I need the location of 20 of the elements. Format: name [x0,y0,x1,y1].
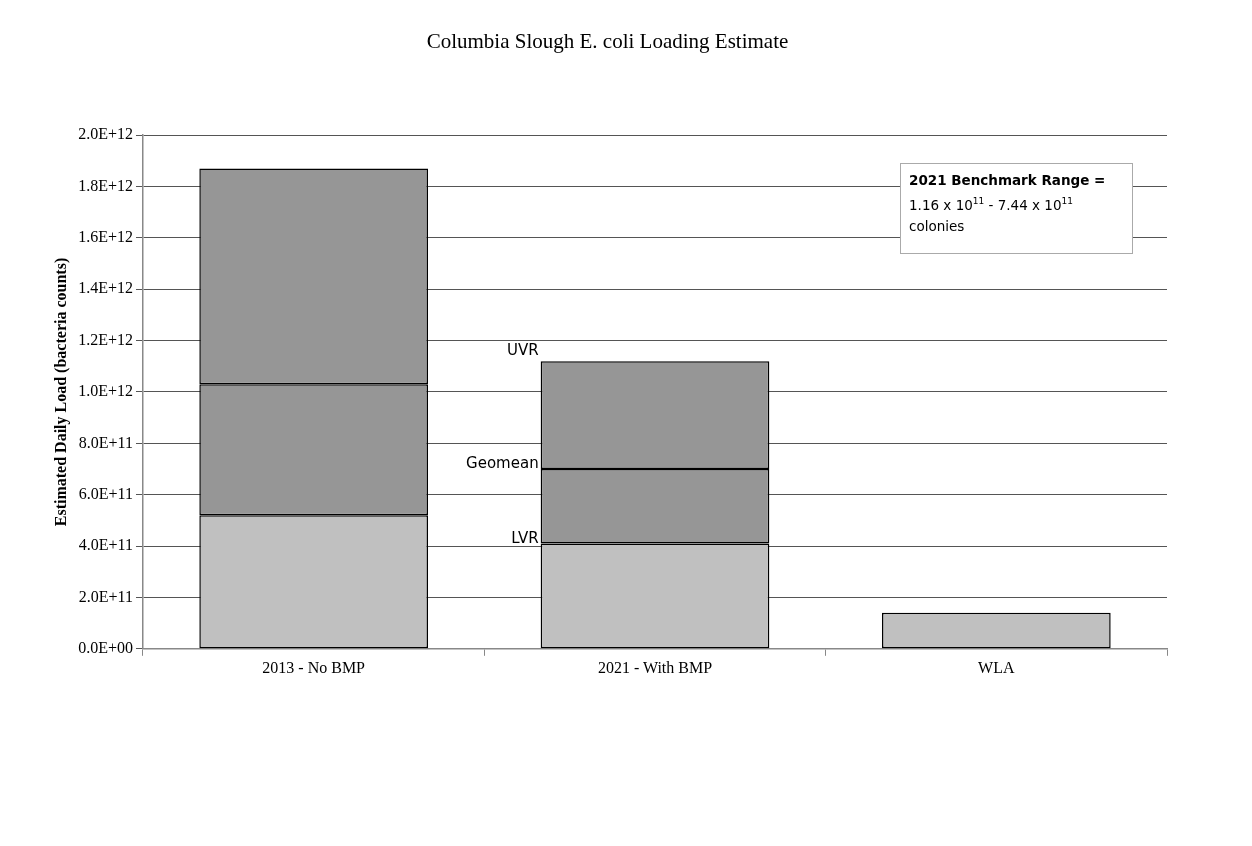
y-tick-label: 0.0E+00 [78,639,133,656]
text: 2021 Benchmark Range = 1.16 x 10$^{11}$ - 7.44 x 10$^{11}$ colonies [909,172,1106,234]
y-tick-label: 4.0E+11 [78,536,133,554]
annotation: UVR [506,340,539,359]
y-tick-label: 1.0E+12 [78,382,133,400]
x-tick-label: WLA [978,658,1015,676]
y-tick-label: 2.0E+11 [78,587,133,605]
x-tick-label: 2013 - No BMP [262,658,366,676]
y-tick-label: 1.8E+12 [78,176,133,194]
y-axis-title: Estimated Daily Load (bacteria counts) [51,257,70,527]
annotation: Geomean [466,454,539,473]
annotation: LVR [511,528,539,547]
x-tick-label: 2021 - With BMP [597,658,713,676]
y-tick-label: 1.6E+12 [78,228,133,246]
y-tick-label: 1.4E+12 [78,279,133,297]
y-tick-label: 2.0E+12 [78,125,133,143]
y-tick-label: 8.0E+11 [78,433,133,451]
y-tick-label: 1.2E+12 [78,330,133,348]
chart-title: Columbia Slough E. coli Loading Estimate [426,29,789,54]
y-tick-label: 6.0E+11 [78,484,133,502]
